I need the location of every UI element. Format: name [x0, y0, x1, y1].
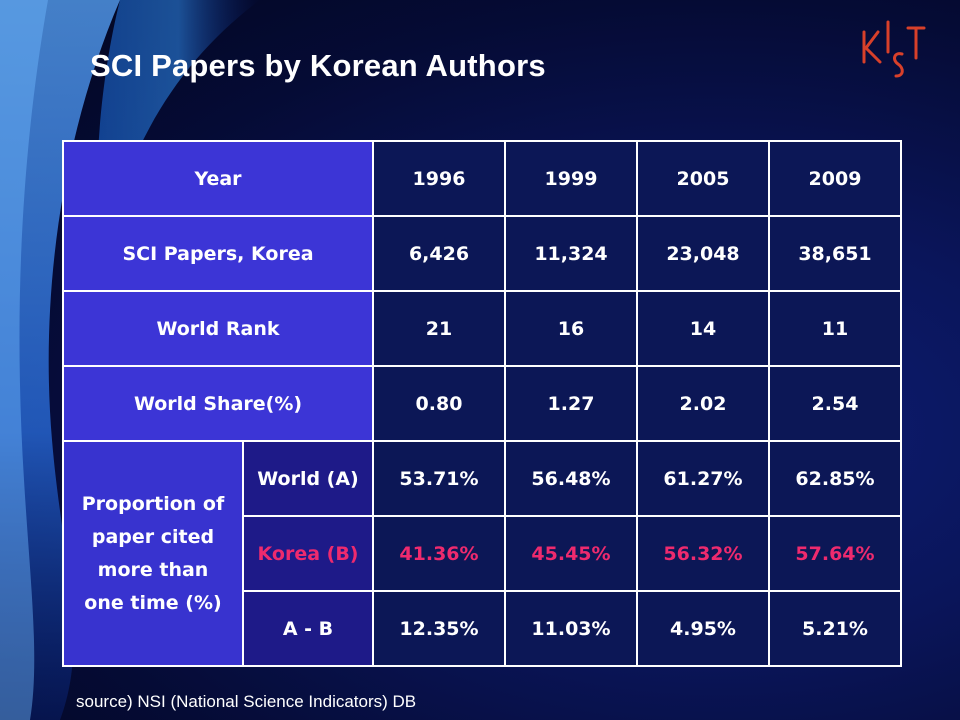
year-2005: 2005	[636, 140, 770, 217]
table-cell: 41.36%	[372, 515, 506, 592]
table-row: World Rank 21 16 14 11	[62, 290, 902, 367]
source-note: source) NSI (National Science Indicators…	[76, 692, 417, 711]
table-cell: 56.48%	[504, 440, 638, 517]
table-cell: 45.45%	[504, 515, 638, 592]
table-cell: 38,651	[768, 215, 902, 292]
table-cell: 57.64%	[768, 515, 902, 592]
table-cell: 56.32%	[636, 515, 770, 592]
table-cell: 0.80	[372, 365, 506, 442]
kist-logo	[862, 20, 926, 78]
table-cell: 14	[636, 290, 770, 367]
table-cell: 21	[372, 290, 506, 367]
sci-papers-table: Year 1996 1999 2005 2009 SCI Papers, Kor…	[62, 140, 902, 667]
proportion-label-line: more than	[97, 558, 209, 581]
table-cell: 1.27	[504, 365, 638, 442]
table-row: SCI Papers, Korea 6,426 11,324 23,048 38…	[62, 215, 902, 292]
table-row: World Share(%) 0.80 1.27 2.02 2.54	[62, 365, 902, 442]
subrow-label-korea: Korea (B)	[242, 515, 374, 592]
row-label-sci-papers: SCI Papers, Korea	[62, 215, 374, 292]
year-2009: 2009	[768, 140, 902, 217]
proportion-label-line: Proportion of	[81, 492, 225, 515]
table-cell: 5.21%	[768, 590, 902, 667]
table-cell: 12.35%	[372, 590, 506, 667]
table-cell: 11	[768, 290, 902, 367]
table-cell: 62.85%	[768, 440, 902, 517]
table-cell: 61.27%	[636, 440, 770, 517]
table-cell: 6,426	[372, 215, 506, 292]
year-1996: 1996	[372, 140, 506, 217]
table-cell: 4.95%	[636, 590, 770, 667]
table-cell: 23,048	[636, 215, 770, 292]
table-cell: 11,324	[504, 215, 638, 292]
year-1999: 1999	[504, 140, 638, 217]
row-label-world-share: World Share(%)	[62, 365, 374, 442]
header-row: Year 1996 1999 2005 2009	[62, 140, 902, 217]
table-row: A - B 12.35% 11.03% 4.95% 5.21%	[63, 590, 902, 667]
table-cell: 53.71%	[372, 440, 506, 517]
table-cell: 16	[504, 290, 638, 367]
table-cell: 11.03%	[504, 590, 638, 667]
table-cell: 2.02	[636, 365, 770, 442]
table-row: Korea (B) 41.36% 45.45% 56.32% 57.64%	[63, 515, 902, 592]
proportion-label-line: paper cited	[91, 525, 215, 548]
subrow-label-world: World (A)	[242, 440, 374, 517]
year-label: Year	[62, 140, 374, 217]
table-cell: 2.54	[768, 365, 902, 442]
slide-title: SCI Papers by Korean Authors	[90, 48, 546, 83]
subrow-label-difference: A - B	[242, 590, 374, 667]
row-label-proportion: Proportion of paper cited more than one …	[62, 440, 244, 667]
row-label-world-rank: World Rank	[62, 290, 374, 367]
table-row: Proportion of paper cited more than one …	[62, 440, 902, 667]
proportion-label-line: one time (%)	[84, 591, 222, 614]
